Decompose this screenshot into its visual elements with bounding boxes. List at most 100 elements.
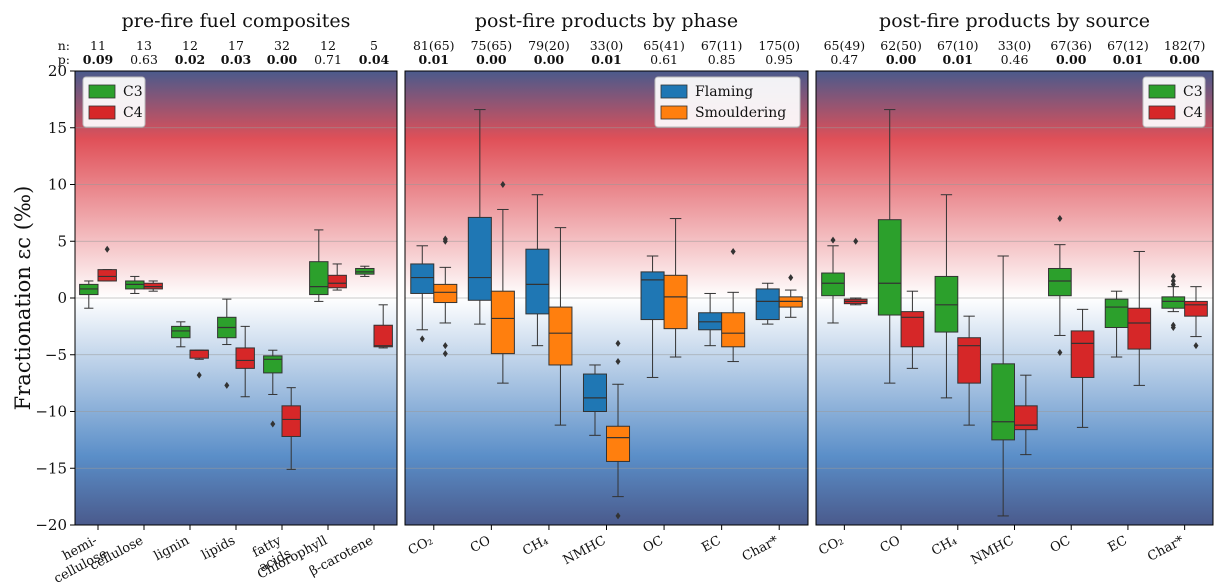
box-flaming [582,364,608,436]
box-smouldering [433,235,458,358]
n-value: 33(0) [998,38,1032,53]
p-value: 0.00 [886,52,917,67]
flier-point [1057,215,1063,223]
box-iqr [525,248,550,315]
p-value: 0.00 [1169,52,1200,67]
box-smouldering [778,274,803,318]
p-value: 0.00 [534,52,565,67]
box-smouldering [663,218,688,358]
p-value: 0.71 [314,52,342,67]
box-c3 [217,298,237,389]
n-value: 62(50) [880,38,922,53]
panel-title: post-fire products by phase [475,10,738,32]
n-value: 67(11) [701,38,743,53]
box-iqr [957,337,981,384]
y-tick-label: −10 [35,403,67,421]
flier-point [1170,324,1176,332]
flier-point [1170,280,1176,288]
y-tick-label: −20 [35,516,67,534]
p-value: 0.00 [1056,52,1087,67]
box-c3 [934,194,959,399]
legend-label: Smouldering [695,105,786,121]
n-value: 81(65) [413,38,455,53]
legend-label: C3 [123,84,143,100]
box-iqr [721,312,746,348]
y-tick-label: 10 [48,176,67,194]
n-value: 12 [182,38,198,53]
flier-point [442,342,448,350]
y-axis-label: Fractionation εc (‰) [11,186,35,411]
box-group: 79(20)0.00 CH₄ [520,38,573,559]
box-c3 [1104,290,1129,358]
flier-point [788,274,794,282]
legend-swatch [1148,105,1176,120]
box-c3 [1048,215,1072,356]
flier-point [224,381,230,389]
n-value: 175(0) [758,38,800,53]
p-value: 0.47 [830,52,858,67]
box-iqr [433,283,458,304]
n-value: 67(36) [1050,38,1092,53]
box-iqr [1014,405,1038,431]
box-group: 67(36)0.00 OC [1048,38,1095,556]
box-smouldering [548,227,573,426]
n-value: 5 [370,38,378,53]
x-tick-label: CO [468,533,493,556]
p-value: 0.01 [1113,52,1143,67]
box-c3 [355,265,375,277]
flier-point [419,335,425,343]
box-iqr [991,363,1015,441]
box-c4 [97,245,117,282]
flier-point [1170,272,1176,280]
box-iqr [877,219,902,316]
y-axis-ticks: −20 −15 −10 −5 0 5 10 15 20 [35,62,75,534]
box-iqr [1127,307,1152,350]
box-iqr [309,261,329,296]
legend-swatch [88,84,116,99]
box-iqr [467,216,492,301]
box-iqr [281,405,301,437]
box-c4 [235,325,255,398]
y-tick-label: 15 [48,119,67,137]
box-c4 [327,263,347,291]
box-flaming [525,194,550,347]
x-tick-label: Char* [740,533,782,565]
x-tick-label: CO₂ [816,533,846,558]
box-iqr [606,425,631,462]
n-value: 65(41) [643,38,685,53]
box-iqr [582,373,608,413]
box-iqr [410,263,435,294]
box-smouldering [490,181,515,384]
x-tick-label: Char* [1145,533,1187,565]
box-c4 [900,290,925,369]
legend-box [654,76,801,128]
box-iqr [373,324,393,348]
n-value: 11 [90,38,106,53]
box-iqr [1070,330,1095,378]
x-tick-label: NMHC [969,533,1017,568]
panel-frame [74,70,398,526]
flier-point [500,181,506,188]
panel-frame [815,70,1214,526]
p-value: 0.46 [1001,52,1029,67]
box-group: 65(49)0.47 CO₂ [816,38,868,559]
n-value: 67(10) [937,38,979,53]
p-value: 0.04 [359,52,390,67]
x-tick-label: CH₄ [929,533,959,559]
box-iqr [490,290,515,355]
p-value: 0.09 [83,52,113,67]
box-c3 [991,255,1015,517]
y-tick-label: 0 [57,289,67,307]
p-value: 0.02 [175,52,205,67]
flier-point [442,350,448,358]
box-c4 [1184,286,1208,350]
x-tick-label: EC [1106,533,1130,555]
box-iqr [263,355,283,374]
box-iqr [663,274,688,330]
n-value: 32 [274,38,290,53]
n-value: 75(65) [471,38,513,53]
panels: pre-fire fuel compositesn:p:110.09hemi-c… [52,10,1214,585]
